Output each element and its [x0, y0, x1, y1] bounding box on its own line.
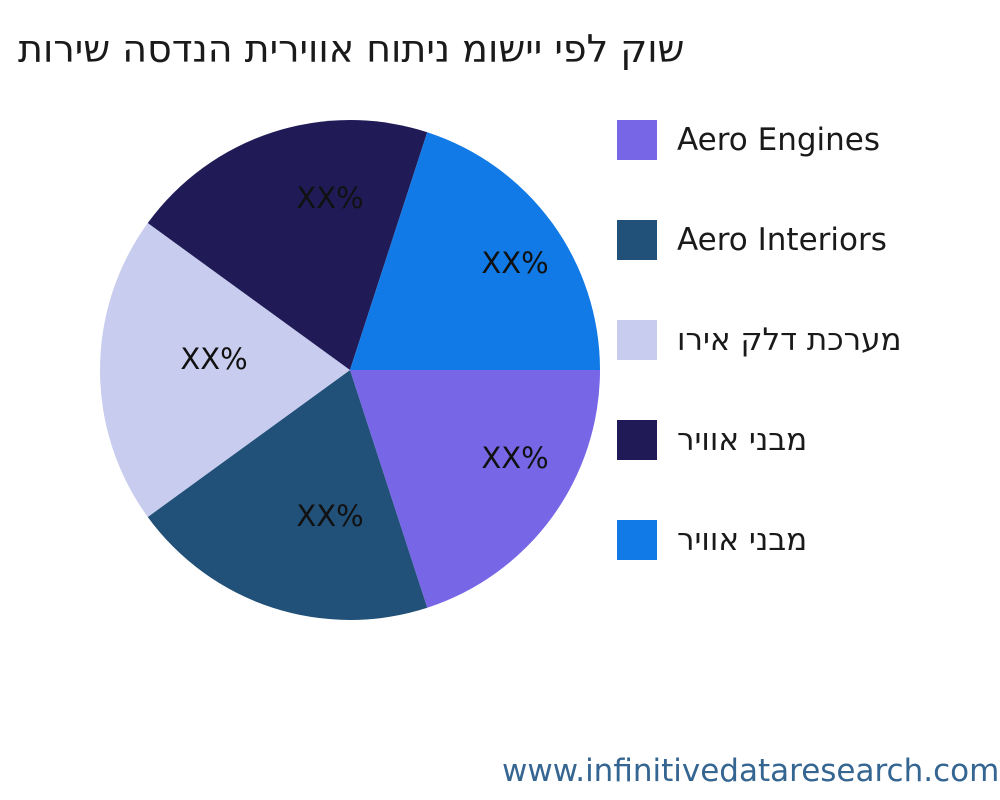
pie-slice: [350, 132, 600, 370]
chart-title: תוריש הסדנה תיריווא חותינ מושיי יפל קוש: [18, 27, 685, 71]
pie-percentage-label: XX%: [180, 342, 248, 376]
pie-slice: [350, 370, 600, 608]
watermark-link[interactable]: www.infinitivedataresearch.com: [502, 753, 1000, 789]
pie-percentage-label: XX%: [296, 181, 364, 215]
pie-slice: [147, 120, 428, 370]
pie-percentage-label: XX%: [481, 246, 549, 280]
pie-slice: [147, 370, 428, 620]
pie-percentage-label: XX%: [481, 441, 549, 475]
pie-percentage-label: XX%: [296, 499, 364, 533]
pie-slice: [100, 223, 350, 517]
